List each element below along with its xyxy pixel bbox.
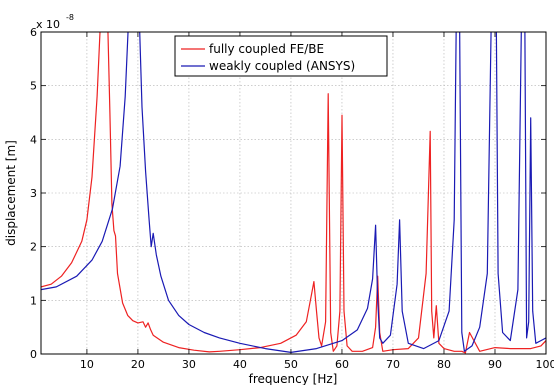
legend: fully coupled FE/BE weakly coupled (ANSY…: [174, 35, 388, 77]
x-tick-label: 90: [488, 358, 502, 371]
x-tick-label: 10: [80, 358, 94, 371]
y-tick-label: 3: [30, 187, 37, 200]
y-exponent-power: -8: [66, 13, 74, 22]
y-tick-label: 5: [30, 80, 37, 93]
series-line-weakly-coupled: [41, 32, 546, 353]
y-tick-label: 6: [30, 26, 37, 39]
legend-label-fully-coupled: fully coupled FE/BE: [209, 42, 324, 56]
y-exponent-label: x 10: [36, 18, 60, 31]
y-tick-label: 2: [30, 241, 37, 254]
y-axis-label: displacement [m]: [4, 140, 18, 246]
x-tick-label: 80: [437, 358, 451, 371]
y-tick-label: 0: [30, 348, 37, 361]
legend-label-weakly-coupled: weakly coupled (ANSYS): [209, 59, 355, 73]
x-axis-label: frequency [Hz]: [249, 372, 338, 385]
tick-labels: 10 20 30 40 50 60 70 80 90 100 0 1 2 3 4 5 6: [30, 26, 554, 371]
x-tick-label: 70: [386, 358, 400, 371]
x-tick-label: 30: [182, 358, 196, 371]
y-tick-label: 4: [30, 133, 37, 146]
y-tick-label: 1: [30, 294, 37, 307]
series-group: [41, 32, 546, 354]
x-tick-label: 20: [131, 358, 145, 371]
grid-lines: [41, 32, 546, 354]
x-tick-label: 40: [233, 358, 247, 371]
x-tick-label: 100: [536, 358, 554, 371]
legend-box: [174, 35, 388, 77]
x-tick-label: 50: [284, 358, 298, 371]
series-line-fully-coupled: [41, 32, 546, 354]
x-tick-label: 60: [335, 358, 349, 371]
